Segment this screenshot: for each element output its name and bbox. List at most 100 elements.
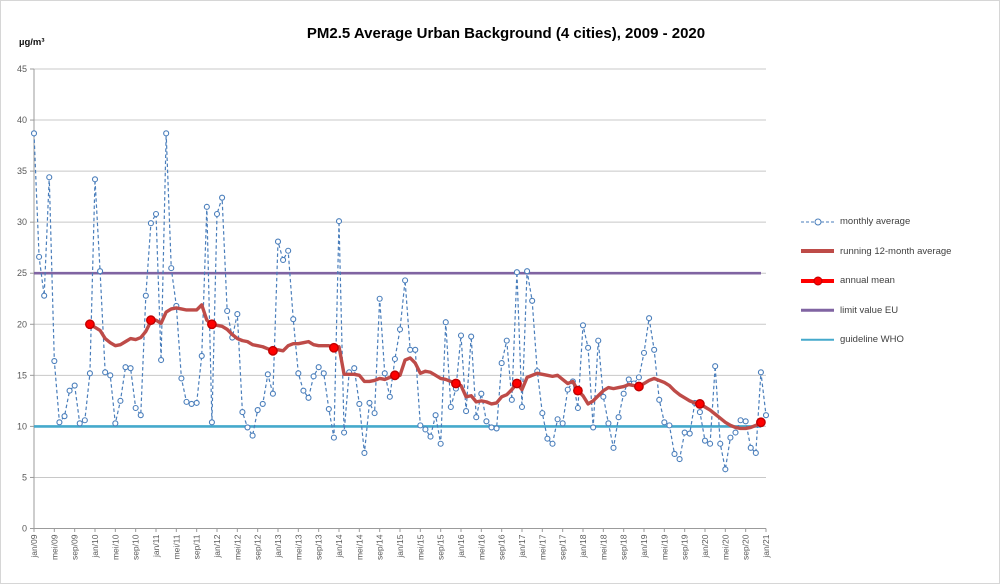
monthly-average-marker: [518, 403, 526, 411]
monthly-average-marker: [381, 370, 388, 377]
legend-label: running 12-month average: [840, 245, 952, 257]
monthly-average-marker: [137, 412, 144, 419]
monthly-average-marker: [463, 408, 470, 415]
monthly-average-marker: [701, 437, 709, 444]
monthly-average-marker: [620, 390, 627, 397]
monthly-average-marker: [412, 346, 419, 353]
x-axis-tick-label: mei/20: [720, 534, 730, 560]
monthly-average-marker: [86, 370, 93, 377]
monthly-average-marker: [651, 346, 658, 353]
monthly-average-marker: [46, 174, 53, 181]
x-axis-tick-label: sep/09: [70, 534, 80, 560]
x-axis-tick-label: jan/21: [761, 534, 771, 558]
x-axis-tick-label: sep/16: [497, 534, 507, 560]
annual-mean-point: [329, 342, 339, 353]
monthly-average-marker: [457, 332, 465, 339]
x-axis-tick-label: mei/18: [598, 534, 608, 560]
monthly-average-marker: [168, 265, 175, 272]
monthly-average-marker: [76, 420, 83, 427]
y-axis-tick-labels: 0 5 10 15 20 25 30 35 40 45: [17, 64, 27, 534]
annual-mean-point: [451, 378, 461, 389]
monthly-average-marker: [712, 363, 719, 370]
monthly-average-marker: [325, 405, 332, 413]
monthly-average-marker: [330, 434, 337, 441]
monthly-average-marker: [224, 307, 231, 315]
monthly-average-marker: [147, 220, 154, 227]
x-axis-tick-label: sep/11: [192, 534, 202, 559]
monthly-average-marker: [30, 130, 38, 137]
monthly-average-marker: [107, 372, 114, 379]
monthly-average-marker: [132, 404, 139, 412]
monthly-average-marker: [97, 268, 104, 275]
x-axis-tick-label: sep/13: [314, 534, 324, 560]
y-axis-tick-label: 0: [22, 524, 27, 534]
monthly-average-marker: [335, 218, 343, 225]
annual-mean-point: [695, 399, 705, 409]
monthly-average-marker: [717, 440, 724, 447]
monthly-average-marker: [605, 420, 612, 427]
annual-mean-point: [85, 319, 95, 330]
x-axis-tick-label: jan/14: [334, 534, 344, 558]
monthly-average-marker: [285, 247, 292, 254]
monthly-average-marker: [707, 440, 714, 447]
monthly-average-marker: [762, 412, 770, 419]
monthly-average-marker: [559, 420, 566, 427]
monthly-average-marker: [442, 319, 449, 326]
monthly-average-marker: [371, 410, 378, 417]
monthly-average-marker: [259, 400, 266, 407]
x-axis-tick-label: jan/12: [212, 534, 222, 558]
annual-mean-point: [268, 345, 278, 356]
monthly-average-marker: [208, 419, 215, 426]
monthly-average-marker: [615, 414, 622, 421]
monthly-average-marker: [661, 419, 668, 426]
y-axis-tick-label: 30: [17, 217, 27, 227]
monthly-average-marker: [152, 210, 160, 218]
monthly-average-marker: [386, 393, 393, 400]
x-axis-tick-label: sep/14: [375, 534, 385, 560]
monthly-average-marker: [127, 365, 134, 372]
monthly-average-marker: [122, 364, 129, 371]
x-axis-tick-label: mei/12: [232, 534, 242, 560]
monthly-average-marker: [579, 322, 587, 329]
monthly-average-marker: [234, 311, 241, 318]
annual-mean-point: [390, 370, 400, 381]
monthly-average-marker: [158, 356, 165, 364]
annual-mean-series: [85, 315, 766, 428]
annual-mean-point: [634, 381, 644, 392]
y-axis-tick-label: 40: [17, 115, 27, 125]
monthly-average-marker: [722, 466, 729, 473]
monthly-average-marker: [219, 194, 226, 201]
monthly-average-marker: [483, 418, 490, 425]
annual-mean-point: [146, 315, 156, 326]
y-axis-unit-label: µg/m³: [19, 37, 45, 48]
x-axis-tick-label: mei/15: [415, 534, 425, 560]
monthly-average-marker: [112, 420, 119, 427]
monthly-average-marker: [269, 390, 276, 397]
x-axis-tick-label: mei/19: [659, 534, 669, 560]
legend-label: limit value EU: [840, 304, 899, 316]
monthly-average-marker: [595, 337, 602, 344]
monthly-average-marker: [752, 449, 759, 456]
monthly-average-marker: [646, 315, 653, 322]
x-axis-tick-label: jan/20: [700, 534, 710, 558]
monthly-average-marker: [254, 407, 261, 414]
monthly-average-marker: [676, 456, 683, 463]
monthly-average-marker: [417, 422, 424, 429]
monthly-average-marker: [524, 268, 531, 275]
y-axis-tick-label: 45: [17, 64, 27, 74]
x-axis-tick-label: jan/16: [456, 534, 466, 558]
monthly-average-marker: [361, 449, 368, 456]
monthly-average-marker: [468, 333, 475, 340]
monthly-average-marker: [513, 269, 520, 276]
monthly-average-marker: [432, 412, 439, 419]
monthly-average-marker: [391, 355, 398, 363]
monthly-average-marker: [610, 444, 617, 451]
x-axis-tick-label: sep/15: [436, 534, 446, 560]
monthly-average-marker: [732, 429, 739, 436]
legend-item-running-average: running 12-month average: [801, 237, 996, 267]
monthly-average-marker: [656, 396, 663, 403]
monthly-average-marker: [737, 417, 744, 424]
x-axis-tick-labels: jan/09 mei/09 sep/09 jan/10 mei/10 sep/10 jan/…: [29, 528, 771, 560]
monthly-average-marker: [402, 277, 409, 284]
